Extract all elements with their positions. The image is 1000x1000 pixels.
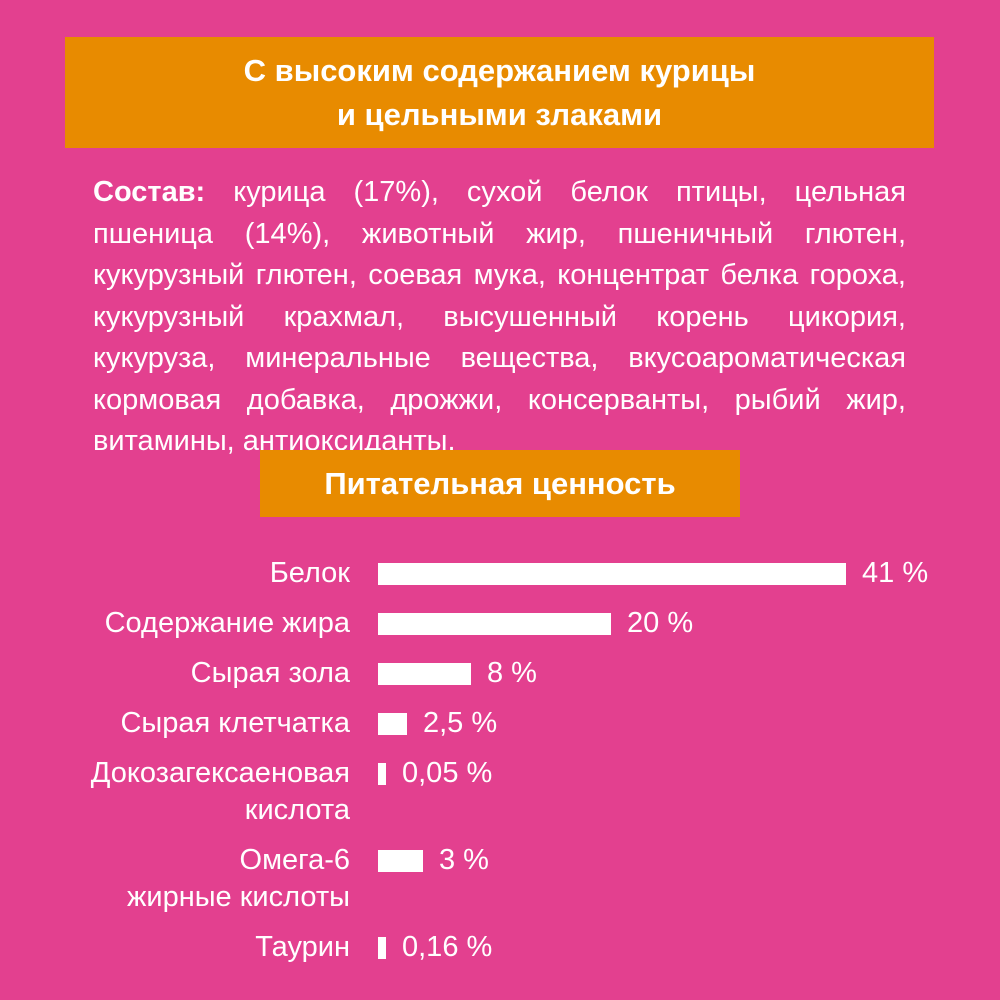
chart-row: Содержание жира 20 % — [60, 605, 960, 642]
bar-label: Докозагексаеновая кислота — [90, 757, 350, 826]
bar-label: Сырая клетчатка — [120, 707, 350, 739]
bar — [378, 849, 423, 872]
header-banner: С высоким содержанием курицы и цельными … — [65, 37, 934, 148]
bar-value: 3 % — [439, 844, 489, 876]
bar — [378, 936, 386, 959]
composition-text: Состав: курица (17%), сухой белок птицы,… — [93, 172, 906, 463]
bar-label: Омега-6 жирные кислоты — [126, 844, 350, 913]
header-title-line2: и цельными злаками — [336, 96, 663, 132]
nutrition-chart: Белок 41 % Содержание жира 20 % Сырая зо… — [60, 555, 960, 979]
composition-body: курица (17%), сухой белок птицы, цельная… — [93, 176, 906, 457]
bar-area: 8 % — [378, 655, 537, 692]
chart-row: Сырая зола 8 % — [60, 655, 960, 692]
section-title: Питательная ценность — [324, 465, 676, 501]
chart-row: Сырая клетчатка 2,5 % — [60, 705, 960, 742]
bar-value: 8 % — [487, 657, 537, 689]
bar-area: 41 % — [378, 555, 928, 592]
bar — [378, 762, 386, 785]
bar — [378, 562, 846, 585]
bar-area: 2,5 % — [378, 705, 497, 742]
composition-label: Состав: — [93, 176, 206, 208]
bar-label: Таурин — [255, 931, 350, 963]
bar-label: Белок — [269, 557, 350, 589]
bar-value: 0,05 % — [402, 757, 493, 789]
bar-value: 0,16 % — [402, 931, 493, 963]
bar-value: 41 % — [862, 557, 929, 589]
section-title-banner: Питательная ценность — [260, 450, 740, 517]
chart-row: Белок 41 % — [60, 555, 960, 592]
bar-label: Сырая зола — [190, 657, 350, 689]
chart-row: Докозагексаеновая кислота 0,05 % — [60, 755, 960, 829]
chart-row: Таурин 0,16 % — [60, 929, 960, 966]
bar — [378, 712, 407, 735]
header-title-line1: С высоким содержанием курицы — [243, 52, 756, 88]
bar-area: 0,05 % — [378, 755, 492, 792]
bar-area: 20 % — [378, 605, 693, 642]
bar-area: 3 % — [378, 842, 489, 879]
bar-area: 0,16 % — [378, 929, 492, 966]
bar — [378, 662, 471, 685]
bar — [378, 612, 611, 635]
bar-label: Содержание жира — [104, 607, 350, 639]
bar-value: 20 % — [627, 607, 694, 639]
bar-value: 2,5 % — [423, 707, 498, 739]
chart-row: Омега-6 жирные кислоты 3 % — [60, 842, 960, 916]
